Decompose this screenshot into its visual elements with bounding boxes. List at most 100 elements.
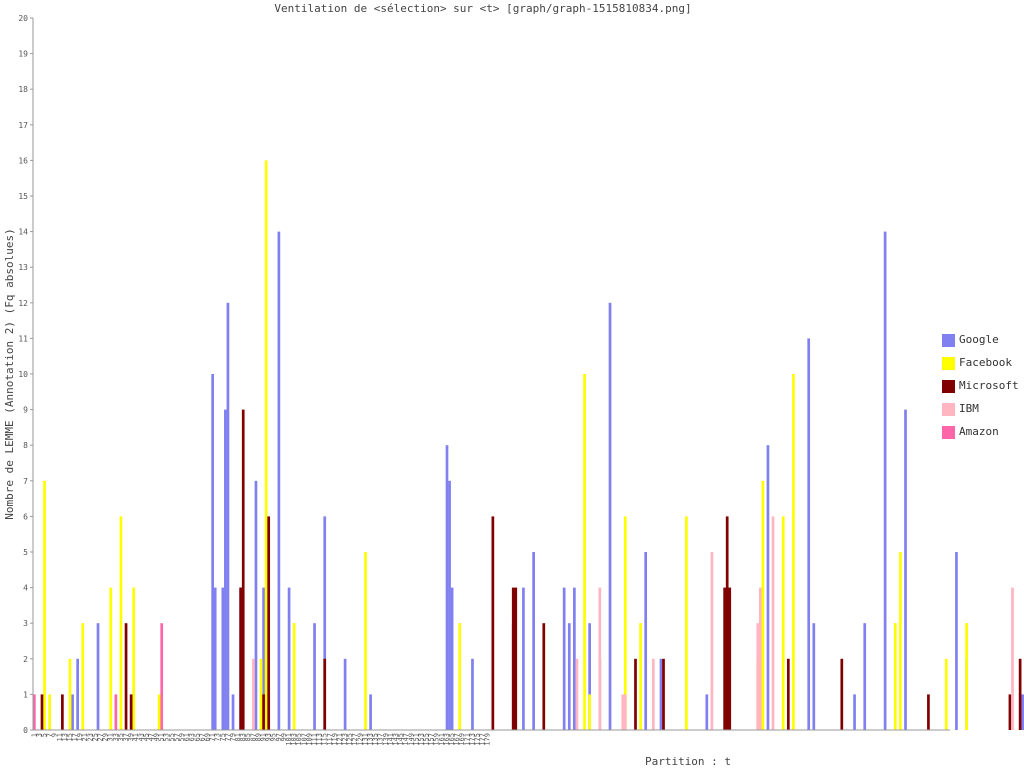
bar-google-213: [573, 587, 576, 730]
bar-facebook-103: [292, 623, 296, 730]
x-tick-label: 15: [66, 733, 74, 741]
bar-microsoft-272: [723, 587, 726, 730]
legend-item-facebook: Facebook: [942, 355, 1022, 378]
bar-google-241: [644, 552, 648, 730]
x-tick-label: 25: [91, 733, 99, 741]
bar-facebook-7: [48, 694, 51, 730]
bar-facebook-40: [132, 587, 136, 730]
bar-google-327: [863, 623, 867, 730]
bar-google-343: [904, 409, 907, 730]
x-tick-label: 165: [448, 733, 456, 746]
bar-facebook-35: [119, 516, 123, 730]
x-tick-label: 115: [321, 733, 329, 746]
legend-swatch: [942, 334, 955, 347]
x-tick-label: 43: [137, 733, 145, 741]
x-tick-label: 69: [203, 733, 211, 741]
bar-amazon-33: [114, 694, 118, 730]
bar-google-16: [71, 694, 74, 730]
x-tick-label: 97: [275, 733, 283, 741]
x-tick-label: 45: [142, 733, 150, 741]
bar-google-211: [567, 623, 571, 730]
bar-facebook-339: [893, 623, 897, 730]
bar-ibm-232: [621, 694, 625, 730]
bar-facebook-5: [43, 480, 46, 730]
bar-ibm-223: [598, 587, 602, 730]
y-tick-label: 11: [18, 334, 28, 343]
bar-ibm-285: [756, 623, 760, 730]
y-tick-label: 5: [23, 548, 28, 557]
bar-facebook-50: [157, 694, 161, 730]
x-tick-label: 61: [183, 733, 191, 741]
y-tick-label: 12: [18, 299, 28, 308]
x-tick-label: 89: [254, 733, 262, 741]
y-tick-label: 9: [23, 406, 28, 415]
y-tick-label: 20: [18, 14, 28, 23]
x-tick-label: 179: [484, 733, 492, 746]
y-tick-label: 2: [23, 655, 28, 664]
bar-google-undefined: [1021, 694, 1024, 730]
bar-google-165: [450, 587, 454, 730]
x-tick-label: 19: [76, 733, 84, 741]
y-tick-label: 3: [23, 619, 28, 628]
x-tick-label: 143: [392, 733, 400, 746]
legend-item-amazon: Amazon: [942, 424, 1022, 447]
x-tick-label: 157: [428, 733, 436, 746]
x-tick-label: 3: [35, 733, 43, 737]
bar-facebook-299: [792, 374, 795, 730]
y-tick-label: 1: [23, 690, 28, 699]
bar-google-75: [221, 587, 225, 730]
bar-google-79: [231, 694, 235, 730]
x-tick-label: 153: [417, 733, 425, 746]
bar-facebook-168: [458, 623, 462, 730]
x-tick-label: 39: [127, 733, 135, 741]
bar-microsoft-undefined: [1008, 694, 1012, 730]
bar-google-247: [659, 658, 663, 730]
axes-group: 0123456789101112131415161718192013579111…: [18, 14, 950, 746]
legend-swatch: [942, 357, 955, 370]
legend-swatch: [942, 380, 955, 393]
bar-microsoft-237: [634, 658, 637, 730]
bar-microsoft-37: [124, 623, 128, 730]
legend-label: Google: [959, 333, 999, 346]
bar-google-26: [96, 623, 100, 730]
x-tick-label: 83: [239, 733, 247, 741]
bar-ibm-undefined: [1011, 587, 1014, 730]
bar-google-88: [254, 480, 258, 730]
bar-google-123: [343, 658, 347, 730]
bar-ibm-233: [623, 694, 627, 730]
x-tick-label: 55: [168, 733, 176, 741]
bar-microsoft-39: [129, 694, 133, 730]
bar-facebook-20: [81, 623, 85, 730]
y-tick-label: 17: [18, 121, 28, 130]
legend-swatch: [942, 426, 955, 439]
x-tick-label: 149: [407, 733, 415, 746]
y-tick-label: 0: [23, 726, 28, 735]
bar-microsoft-82: [239, 587, 243, 730]
bar-google-173: [471, 658, 474, 730]
x-tick-label: 63: [188, 733, 196, 741]
bar-facebook-257: [685, 516, 688, 730]
bar-google-335: [883, 231, 887, 730]
x-tick-label: 155: [423, 733, 431, 746]
bar-facebook-217: [583, 374, 586, 730]
x-tick-label: 57: [173, 733, 181, 741]
bar-google-323: [853, 694, 856, 730]
x-tick-label: 75: [219, 733, 227, 741]
bar-facebook-219: [588, 694, 591, 730]
x-tick-label: 175: [473, 733, 481, 746]
x-tick-label: 33: [112, 733, 120, 741]
bar-google-91: [262, 587, 265, 730]
x-tick-label: 85: [244, 733, 252, 741]
y-tick-label: 10: [18, 370, 28, 379]
bar-microsoft-201: [542, 623, 546, 730]
bar-google-115: [323, 516, 327, 730]
bar-amazon-1: [33, 694, 36, 730]
bar-facebook-92: [264, 160, 268, 730]
bar-microsoft-115: [323, 658, 327, 730]
chart-legend: Google Facebook Microsoft IBM Amazon: [942, 332, 1022, 447]
y-axis-label: Nombre de LEMME (Annotation 2) (Fq absol…: [3, 228, 16, 519]
bar-google-72: [213, 587, 217, 730]
bar-google-265: [705, 694, 709, 730]
x-tick-label: 65: [193, 733, 201, 741]
